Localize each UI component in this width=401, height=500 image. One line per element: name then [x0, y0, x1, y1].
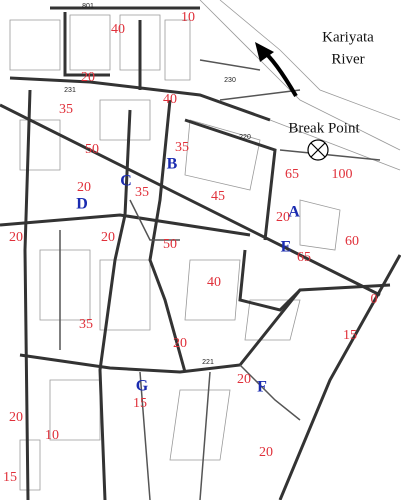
- depth-label: 65: [285, 167, 299, 182]
- depth-label: 10: [181, 10, 195, 25]
- depth-label: 20: [101, 230, 115, 245]
- depth-label: 15: [343, 328, 357, 343]
- depth-label: 65: [297, 250, 311, 265]
- break-point-symbol: [307, 139, 329, 161]
- street-number: 221: [202, 359, 214, 366]
- depth-label: 20: [77, 180, 91, 195]
- point-letter: E: [281, 239, 292, 256]
- depth-label: 40: [163, 92, 177, 107]
- depth-label: 20: [276, 210, 290, 225]
- depth-label: 10: [45, 428, 59, 443]
- point-letter: F: [257, 379, 267, 396]
- point-letter: G: [136, 378, 149, 395]
- depth-label: 50: [85, 142, 99, 157]
- depth-label: 20: [237, 372, 251, 387]
- depth-label: 100: [332, 167, 353, 182]
- depth-label: 0: [371, 292, 378, 307]
- street-number: 230: [224, 77, 236, 84]
- depth-label: 15: [3, 470, 17, 485]
- depth-label: 35: [175, 140, 189, 155]
- depth-label: 35: [135, 185, 149, 200]
- depth-label: 15: [133, 396, 147, 411]
- depth-label: 35: [59, 102, 73, 117]
- blocks: [9, 0, 401, 491]
- point-letter: B: [167, 156, 178, 173]
- depth-label: 50: [163, 237, 177, 252]
- depth-label: 60: [345, 234, 359, 249]
- street-number: 801: [82, 3, 94, 10]
- depth-label: 40: [207, 275, 221, 290]
- depth-label: 20: [259, 445, 273, 460]
- river-label: River: [331, 51, 364, 67]
- depth-label: 35: [79, 317, 93, 332]
- point-letter: D: [76, 196, 88, 213]
- point-letter: A: [288, 204, 300, 221]
- street-number: 231: [64, 87, 76, 94]
- depth-label: 20: [9, 410, 23, 425]
- street-number: 220: [239, 134, 251, 141]
- depth-label: 20: [9, 230, 23, 245]
- depth-label: 40: [111, 22, 125, 37]
- roads: [0, 6, 401, 500]
- point-letter: C: [120, 173, 132, 190]
- depth-label: 20: [81, 70, 95, 85]
- river-flow-arrowhead: [255, 42, 274, 62]
- break-point-label: Break Point: [288, 120, 360, 136]
- depth-label: 20: [173, 336, 187, 351]
- labels: 10 40 20 40 35 50 35 65 100 20 35 45 20 60 20 20 50 65 40 0…: [3, 3, 378, 485]
- river-label: Kariyata: [322, 29, 374, 45]
- depth-label: 45: [211, 189, 225, 204]
